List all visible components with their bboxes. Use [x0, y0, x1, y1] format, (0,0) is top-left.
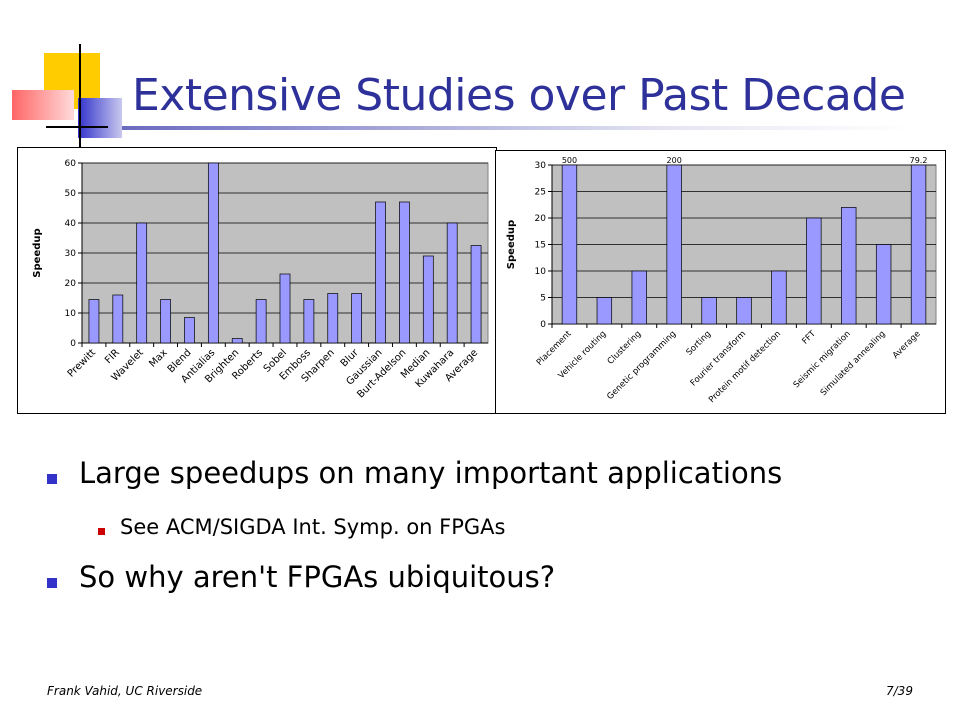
- bar: [136, 222, 148, 344]
- y-tick-label: 10: [65, 309, 77, 319]
- bar: [88, 299, 100, 344]
- bar: [184, 317, 195, 344]
- bar: [207, 162, 219, 344]
- data-label: 200: [667, 156, 682, 165]
- y-tick-label: 10: [535, 267, 547, 277]
- bar: [841, 207, 857, 325]
- bar: [596, 297, 613, 325]
- chart-image-processing-speedup: 0 10 20 30 40 50 60 Prewitt FIR Wavelet Max Blend An…: [17, 147, 497, 414]
- bar: [351, 293, 363, 344]
- x-tick-label: Protein motif detection: [707, 329, 783, 405]
- bar: [303, 299, 315, 344]
- x-tick-label: Genetic programming: [605, 329, 678, 402]
- x-tick-label: Prewitt: [66, 347, 98, 379]
- bar: [160, 299, 171, 344]
- x-tick-label: FFT: [800, 328, 818, 346]
- chart-applications-speedup: 0 5 10 15 20 25 30 Placement 500 Vehicle routing C…: [495, 150, 946, 414]
- x-tick-label: Sorting: [685, 329, 714, 358]
- bar: [399, 201, 410, 344]
- bar: [701, 297, 717, 325]
- y-tick-label: 40: [65, 219, 77, 229]
- y-tick-label: 20: [65, 279, 77, 289]
- title-underline: [122, 126, 912, 130]
- footer-page-number: 7/39: [886, 684, 913, 698]
- y-tick-label: 30: [535, 161, 547, 171]
- bar: [470, 245, 482, 344]
- bullet-text-1: Large speedups on many important applica…: [79, 456, 783, 490]
- y-axis-label: Speedup: [506, 220, 517, 269]
- bar: [327, 293, 339, 344]
- y-tick-label: 15: [535, 241, 546, 251]
- bar: [736, 297, 752, 325]
- bullet-text-2: See ACM/SIGDA Int. Symp. on FPGAs: [120, 515, 506, 539]
- footer-author: Frank Vahid, UC Riverside: [47, 684, 203, 698]
- data-label: 500: [562, 156, 577, 165]
- bar: [561, 164, 578, 325]
- x-tick-label: Clustering: [606, 329, 644, 367]
- y-tick-label: 60: [65, 159, 77, 169]
- x-tick-label: Average: [891, 329, 923, 361]
- decor-horizontal-line: [46, 126, 108, 128]
- bar: [279, 273, 291, 344]
- bar: [446, 222, 458, 344]
- bullet-marker-1: [47, 474, 57, 484]
- bar: [875, 244, 892, 325]
- y-tick-label: 0: [70, 339, 76, 349]
- y-tick-label: 50: [65, 189, 77, 199]
- bar: [422, 255, 434, 344]
- y-tick-label: 5: [540, 294, 546, 304]
- x-tick-label: FIR: [103, 347, 122, 366]
- slide-title: Extensive Studies over Past Decade: [132, 70, 906, 121]
- bar: [771, 270, 787, 325]
- x-tick-label: Simulated annealing: [819, 329, 888, 398]
- bar: [112, 294, 124, 344]
- bar: [375, 201, 386, 344]
- y-tick-label: 30: [65, 249, 77, 259]
- bar: [910, 164, 927, 325]
- y-tick-label: 0: [540, 320, 546, 330]
- bullet-marker-2: [98, 528, 105, 535]
- bar: [231, 338, 243, 344]
- y-tick-label: 20: [535, 214, 547, 224]
- bar: [631, 270, 647, 325]
- decor-vertical-line: [79, 44, 81, 148]
- data-label: 79.2: [910, 156, 928, 165]
- bullet-text-3: So why aren't FPGAs ubiquitous?: [79, 560, 556, 594]
- decor-blue-square: [78, 98, 122, 138]
- bullet-marker-3: [47, 578, 57, 588]
- bar: [255, 299, 267, 344]
- bar: [666, 164, 682, 325]
- y-axis-label: Speedup: [32, 228, 43, 277]
- decor-red-square: [12, 90, 74, 120]
- bar: [806, 217, 822, 325]
- y-tick-label: 25: [535, 188, 546, 198]
